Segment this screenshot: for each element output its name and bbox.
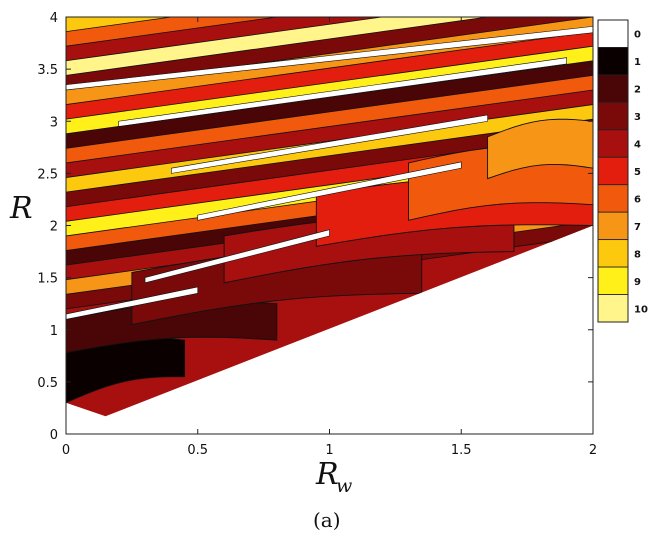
white-gap xyxy=(118,57,567,127)
figure-caption: (a) xyxy=(313,508,341,532)
y-tick-label: 0 xyxy=(50,428,58,443)
colorbar-frame xyxy=(597,19,629,323)
x-tick-label: 1.5 xyxy=(451,443,472,458)
upper-strip xyxy=(66,72,593,164)
colorbar-swatch xyxy=(597,239,629,268)
colorbar-swatch xyxy=(597,101,629,131)
x-tick-label: 1 xyxy=(325,443,333,458)
upper-strip xyxy=(66,58,593,149)
upper-strip xyxy=(66,17,593,47)
colorbar-label: 6 xyxy=(634,194,641,205)
colorbar-label: 5 xyxy=(634,167,641,178)
x-axis-title: R w xyxy=(315,457,352,497)
y-axis-title: R xyxy=(9,191,33,226)
upper-strip xyxy=(66,17,593,76)
white-gap xyxy=(66,26,593,91)
domain-region xyxy=(66,17,593,417)
colorbar-swatch xyxy=(597,47,629,76)
colorbar-label: 3 xyxy=(634,112,641,123)
colorbar-label: 4 xyxy=(634,140,641,151)
y-tick-label: 3.5 xyxy=(37,63,58,78)
y-tick-label: 1 xyxy=(50,324,58,339)
colorbar-label: 7 xyxy=(634,222,641,233)
y-axis: 0 0.5 1 1.5 2 2.5 3 3.5 4 xyxy=(37,11,593,443)
band-level-7 xyxy=(487,118,593,180)
white-gap xyxy=(144,229,330,284)
colorbar-label: 2 xyxy=(634,85,641,96)
y-tick-label: 2 xyxy=(50,220,58,235)
y-tick-label: 3 xyxy=(50,115,58,130)
x-axis-label-sub: w xyxy=(336,475,352,497)
x-axis-label-main: R xyxy=(315,457,339,492)
heatmap-regions xyxy=(66,17,593,417)
colorbar-swatch xyxy=(597,19,629,48)
colorbar: 0 1 2 3 4 5 6 7 8 9 10 xyxy=(597,19,648,323)
colorbar-swatch xyxy=(597,74,629,103)
colorbar-label: 9 xyxy=(634,277,641,288)
colorbar-swatch xyxy=(597,266,629,295)
colorbar-label: 8 xyxy=(634,249,641,260)
y-tick-label: 2.5 xyxy=(37,167,58,182)
white-gap xyxy=(66,286,199,320)
y-tick-label: 1.5 xyxy=(37,272,58,287)
y-tick-label: 0.5 xyxy=(37,376,58,391)
x-axis: 0 0.5 1 1.5 2 xyxy=(62,17,597,458)
colorbar-label: 1 xyxy=(634,57,641,68)
y-axis-label: R xyxy=(9,191,33,226)
upper-strip xyxy=(66,17,593,91)
x-tick-label: 2 xyxy=(589,443,597,458)
colorbar-label: 0 xyxy=(634,30,641,41)
upper-strip xyxy=(66,116,593,208)
colorbar-swatch xyxy=(597,156,629,186)
colorbar-swatch xyxy=(597,129,629,158)
y-tick-label: 4 xyxy=(50,11,58,26)
colorbar-label: 10 xyxy=(634,304,648,315)
colorbar-swatch xyxy=(597,211,629,241)
colorbar-swatch xyxy=(597,184,629,213)
white-gap xyxy=(171,114,488,174)
upper-strip xyxy=(66,29,593,120)
colorbar-swatch xyxy=(597,294,629,323)
x-tick-label: 0.5 xyxy=(187,443,208,458)
upper-strip xyxy=(66,17,593,62)
white-gap xyxy=(197,161,462,221)
x-tick-label: 0 xyxy=(62,443,70,458)
